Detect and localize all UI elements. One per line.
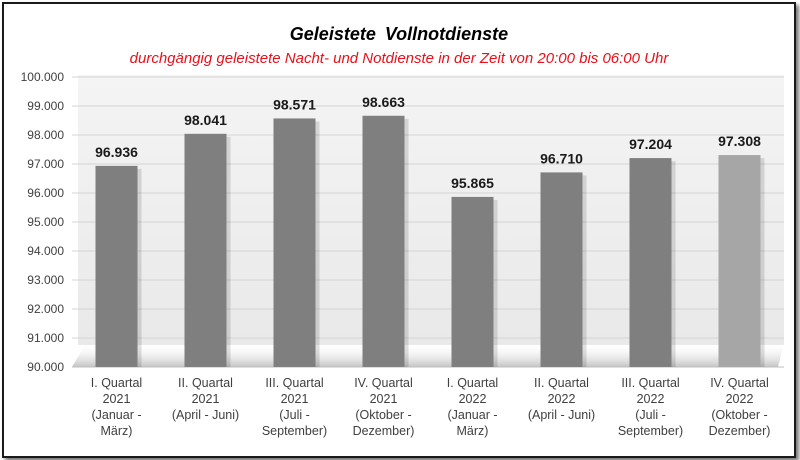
bar xyxy=(95,165,138,367)
bar-value-label: 96.710 xyxy=(540,150,583,166)
x-axis: I. Quartal 2021 (Januar -März) II. Quartal 2… xyxy=(91,376,771,438)
x-category-label: III. Quartal 2022 (Juli -September) xyxy=(618,376,683,438)
bar xyxy=(718,155,761,367)
x-category-label: II. Quartal 2022 (April - Juni) xyxy=(528,376,595,422)
y-tick-label: 93.000 xyxy=(27,273,64,287)
y-tick-label: 91.000 xyxy=(27,331,64,345)
y-tick-label: 98.000 xyxy=(27,128,64,142)
y-tick-label: 99.000 xyxy=(27,99,64,113)
y-axis: 90.000 91.000 92.000 93.000 94.000 95.000 96.0… xyxy=(21,70,65,374)
bar-chart: 90.000 91.000 92.000 93.000 94.000 95.000 96.0… xyxy=(21,70,784,438)
bars: 96.936 98.041 98.571 98.663 95.865 96.710 97.2… xyxy=(95,94,765,367)
y-tick-label: 97.000 xyxy=(27,157,64,171)
bar xyxy=(362,115,405,367)
bar xyxy=(184,133,227,367)
x-category-label: I. Quartal 2022 (Januar -März) xyxy=(447,376,498,438)
bar-value-label: 96.936 xyxy=(95,144,138,160)
bar xyxy=(273,118,316,367)
x-category-label: IV. Quartal 2021 (Oktober -Dezember) xyxy=(353,376,415,438)
bar xyxy=(629,158,672,367)
plot-floor xyxy=(72,343,784,367)
bar-value-label: 97.308 xyxy=(718,133,761,149)
x-category-label: III. Quartal 2021 (Juli -September) xyxy=(262,376,327,438)
x-category-label: IV. Quartal 2022 (Oktober -Dezember) xyxy=(709,376,771,438)
bar-value-label: 98.041 xyxy=(184,112,227,128)
x-category-label: I. Quartal 2021 (Januar -März) xyxy=(91,376,142,438)
y-tick-label: 94.000 xyxy=(27,244,64,258)
bar-value-label: 95.865 xyxy=(451,175,494,191)
bar xyxy=(540,172,583,367)
y-tick-label: 100.000 xyxy=(21,70,65,84)
bar-value-label: 98.571 xyxy=(273,96,316,112)
plot-area xyxy=(72,75,784,367)
y-tick-label: 96.000 xyxy=(27,186,64,200)
chart-subtitle: durchgängig geleistete Nacht- und Notdie… xyxy=(129,50,669,67)
x-category-label: II. Quartal 2021 (April - Juni) xyxy=(172,376,239,422)
y-tick-label: 90.000 xyxy=(27,360,64,374)
bar xyxy=(451,196,494,367)
y-tick-label: 92.000 xyxy=(27,302,64,316)
chart-title: Geleistete Vollnotdienste xyxy=(289,24,509,44)
bar-value-label: 98.663 xyxy=(362,94,405,110)
y-tick-label: 95.000 xyxy=(27,215,64,229)
bar-value-label: 97.204 xyxy=(629,136,672,152)
